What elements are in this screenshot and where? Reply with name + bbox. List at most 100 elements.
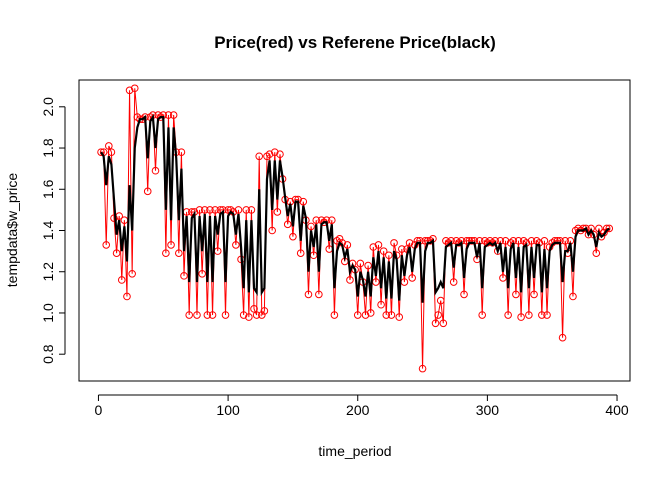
data-point: [558, 333, 567, 342]
data-point: [449, 278, 458, 286]
data-point: [374, 241, 383, 249]
plot-box: [78, 79, 631, 382]
data-point: [312, 216, 321, 224]
data-point: [480, 237, 489, 245]
data-point: [258, 311, 266, 319]
y-tick-label: 1.8: [40, 138, 56, 158]
data-point: [296, 249, 305, 257]
data-point: [232, 241, 240, 249]
data-point: [504, 311, 512, 319]
y-tick-label: 2.0: [40, 97, 56, 117]
x-axis-label: time_period: [318, 443, 391, 459]
data-point: [112, 249, 121, 257]
data-point: [462, 237, 471, 245]
data-point: [361, 311, 370, 319]
data-point: [315, 290, 323, 299]
data-point: [97, 148, 105, 156]
series-line: [101, 88, 610, 369]
data-point: [418, 364, 427, 373]
data-point: [387, 311, 396, 319]
data-point: [553, 237, 562, 245]
data-point: [276, 150, 284, 159]
data-point: [105, 142, 113, 150]
data-point: [206, 206, 214, 214]
data-point: [245, 313, 253, 321]
data-point: [561, 237, 569, 245]
data-point: [208, 311, 217, 319]
data-point: [460, 290, 468, 299]
y-tick-label: 1.4: [40, 221, 56, 241]
data-point: [283, 220, 292, 229]
y-tick-label: 1.6: [40, 179, 56, 199]
data-point: [239, 311, 248, 319]
data-point: [569, 292, 577, 301]
data-point: [377, 300, 385, 309]
data-point: [299, 197, 308, 206]
data-point: [592, 249, 601, 257]
data-point: [130, 84, 139, 93]
data-point: [133, 113, 142, 121]
data-point: [540, 237, 549, 245]
x-tick-label: 200: [346, 402, 370, 418]
data-point: [185, 311, 193, 319]
data-point: [478, 311, 487, 319]
data-point: [343, 241, 352, 249]
data-point: [242, 206, 251, 214]
data-point: [379, 247, 388, 255]
data-point: [369, 243, 378, 251]
data-point: [517, 313, 525, 321]
data-point: [270, 148, 279, 156]
data-point: [439, 319, 448, 328]
series-line: [100, 113, 610, 303]
data-point: [193, 311, 201, 319]
data-point: [200, 206, 209, 214]
data-point: [263, 152, 271, 161]
data-point: [224, 206, 232, 214]
data-point: [382, 311, 391, 319]
x-tick-label: 0: [95, 402, 103, 418]
data-point: [519, 237, 528, 245]
data-point: [605, 224, 614, 233]
data-point: [385, 251, 393, 260]
data-point: [442, 237, 450, 245]
data-point: [501, 237, 510, 245]
data-point: [169, 111, 178, 119]
data-point: [421, 237, 429, 245]
data-point: [252, 311, 261, 319]
data-point: [304, 290, 313, 299]
data-point: [164, 111, 173, 119]
data-point: [330, 311, 339, 319]
x-tick-label: 100: [216, 402, 240, 418]
data-point: [221, 311, 230, 319]
data-point: [346, 276, 354, 284]
data-point: [125, 86, 134, 95]
data-point: [527, 237, 536, 245]
data-point: [255, 152, 264, 161]
data-point: [198, 269, 206, 278]
data-point: [582, 224, 590, 233]
data-point: [512, 290, 520, 299]
data-point: [307, 222, 315, 231]
data-point: [353, 311, 362, 319]
data-point: [203, 311, 212, 319]
data-point: [195, 206, 204, 214]
data-point: [333, 237, 341, 245]
data-point: [268, 226, 276, 235]
data-point: [289, 232, 297, 241]
y-axis-label: tempdata$w_price: [4, 173, 20, 288]
data-point: [265, 150, 274, 159]
data-point: [525, 311, 533, 319]
data-point: [151, 166, 160, 175]
data-point: [395, 313, 404, 321]
data-point: [514, 237, 523, 245]
data-point: [167, 241, 175, 249]
y-tick-label: 1.2: [40, 262, 56, 282]
data-point: [273, 208, 282, 216]
data-point: [102, 241, 111, 249]
chart-title: Price(red) vs Referene Price(black): [214, 33, 496, 52]
data-point: [117, 276, 126, 284]
data-point: [107, 148, 116, 156]
data-point: [260, 307, 269, 315]
data-point: [128, 269, 136, 278]
